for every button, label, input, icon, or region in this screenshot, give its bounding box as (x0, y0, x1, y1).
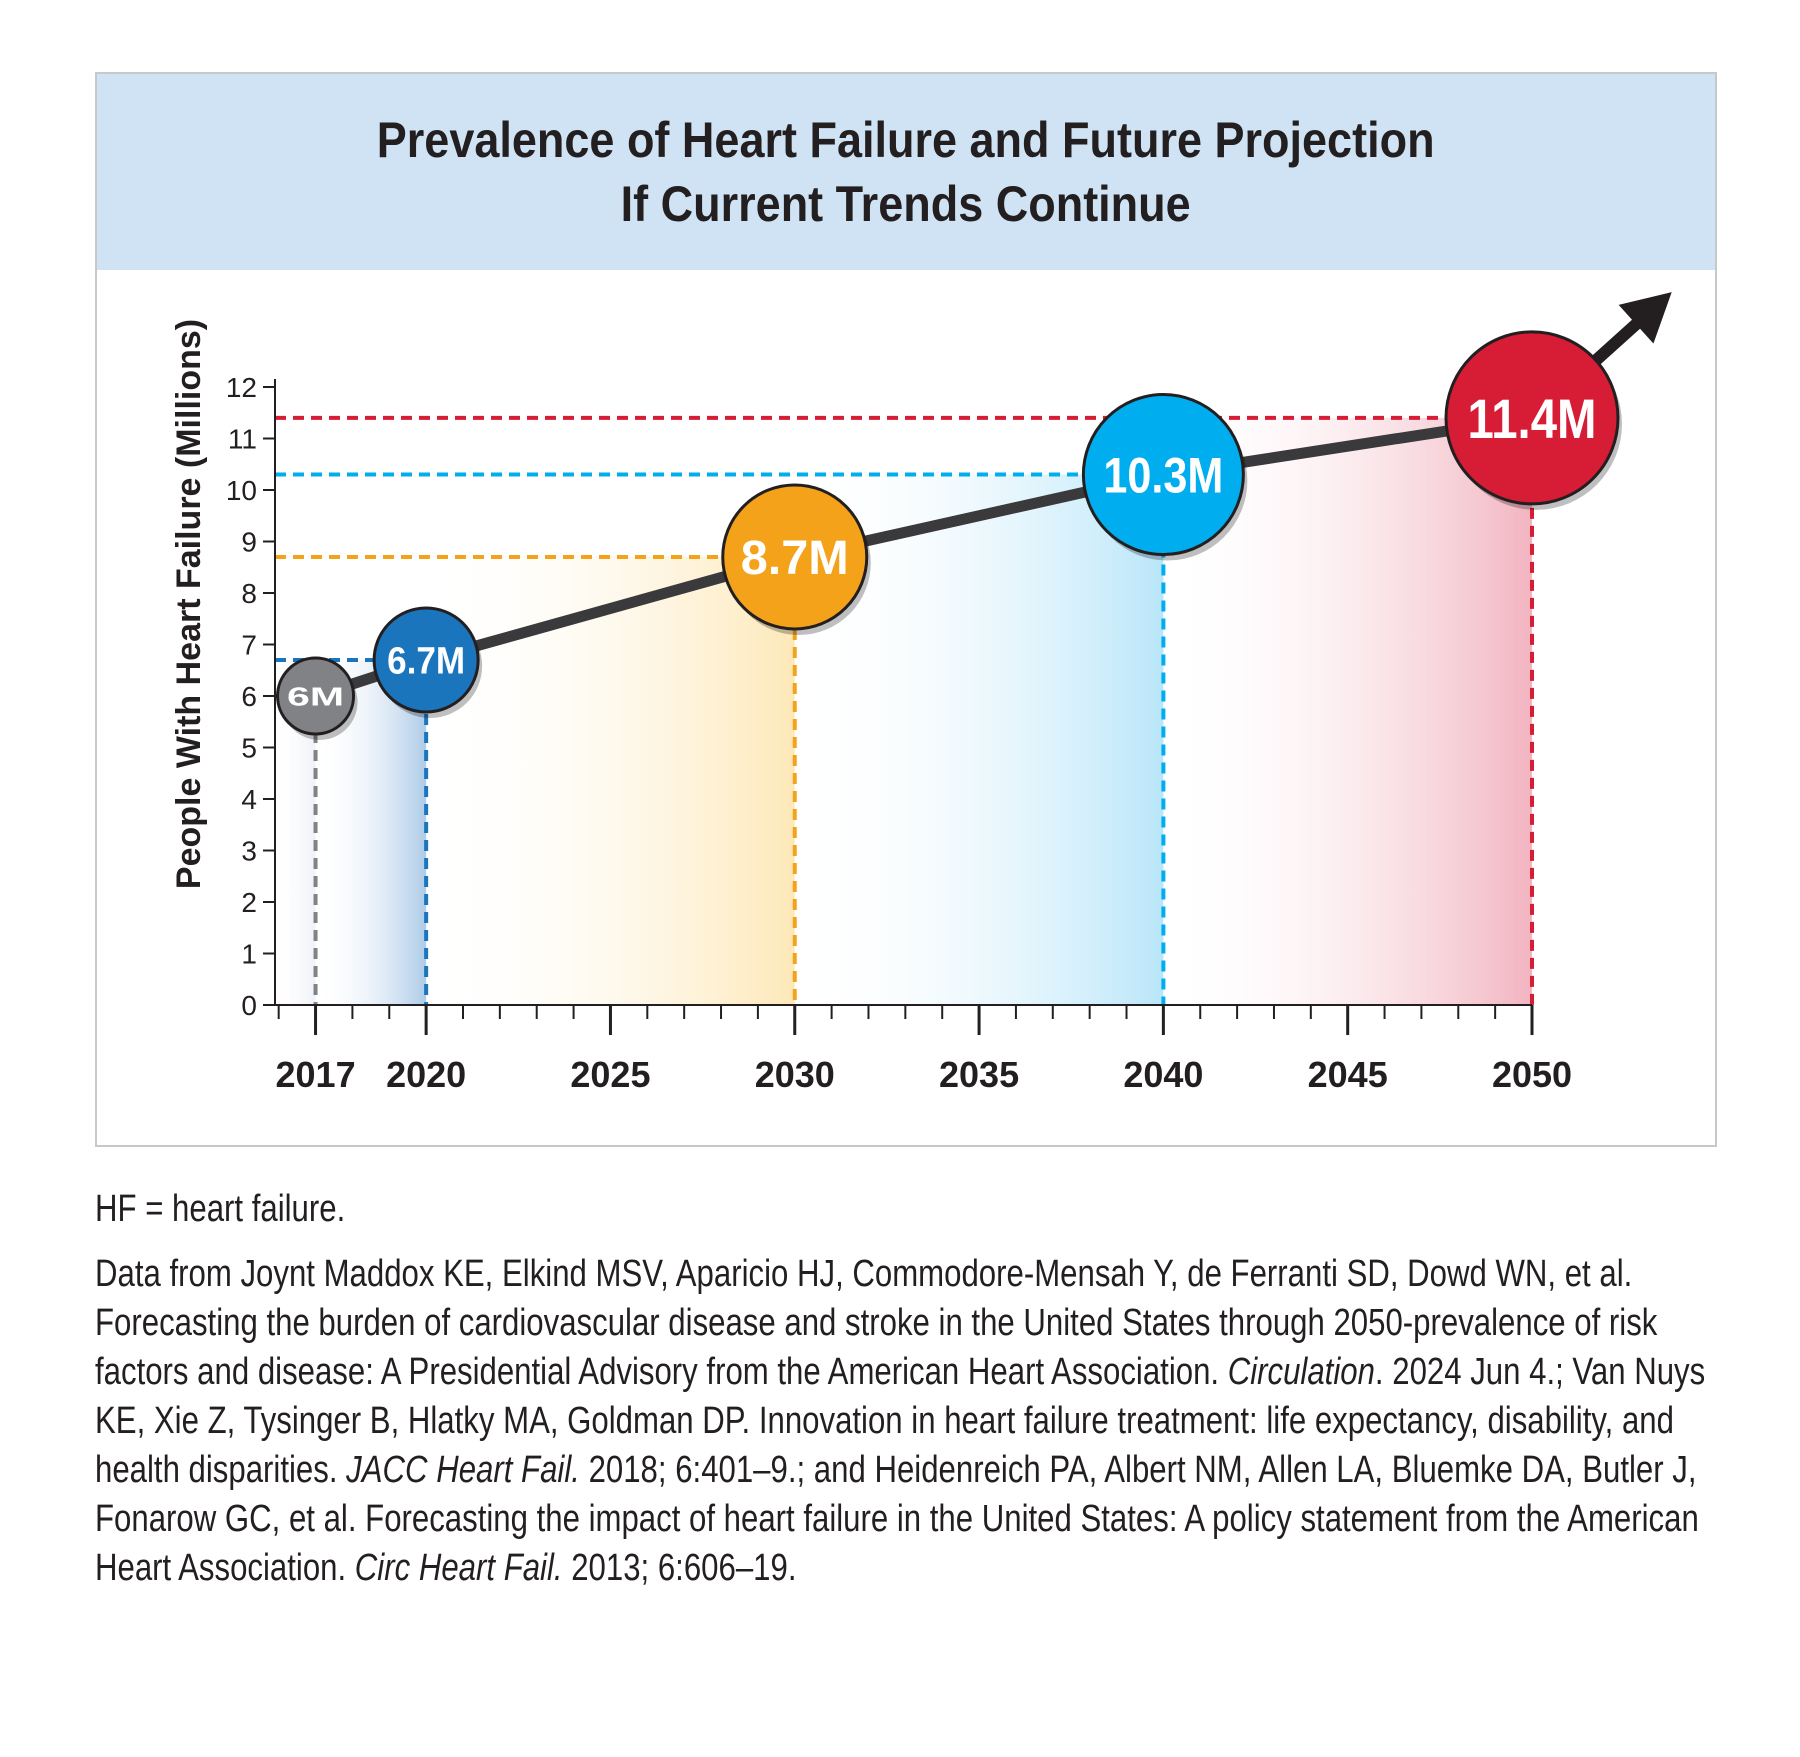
point-label-8-7M: 8.7M (741, 532, 849, 585)
title-banner: Prevalence of Heart Failure and Future P… (97, 74, 1715, 270)
y-tick-label: 0 (241, 990, 257, 1021)
y-tick-label: 11 (228, 424, 257, 455)
citation-part-4: 2018; 6:401–9.; and Heidenreich PA, Albe… (95, 1449, 1699, 1589)
x-tick-label: 2030 (755, 1054, 835, 1095)
point-label-6M: 6M (287, 681, 344, 711)
y-tick-label: 3 (241, 836, 257, 867)
citation-part-2: . 2024 Jun 4.; Van Nuys KE, Xie Z, Tysin… (95, 1351, 1706, 1491)
y-tick-label: 2 (241, 887, 257, 918)
trend-arrow-head (1618, 292, 1672, 344)
y-axis-label: People With Heart Failure (Millions) (170, 319, 208, 889)
point-label-10-3M: 10.3M (1103, 448, 1223, 504)
x-tick-label: 2020 (386, 1054, 466, 1095)
citation-part-3: JACC Heart Fail. (346, 1449, 580, 1491)
citation-part-1: Circulation (1227, 1351, 1375, 1393)
point-8-7M (721, 483, 869, 631)
shaded-bands (275, 417, 1532, 1005)
band-8-7M (426, 556, 795, 1005)
chart-title-line-2: If Current Trends Continue (620, 176, 1192, 232)
x-tick-label: 2045 (1308, 1054, 1388, 1095)
citation-part-0: Data from Joynt Maddox KE, Elkind MSV, A… (95, 1253, 1658, 1393)
y-tick-label: 1 (241, 939, 257, 970)
y-tick-label: 12 (226, 372, 257, 403)
x-tick-label: 2035 (939, 1054, 1019, 1095)
x-tick-label: 2017 (276, 1054, 356, 1095)
point-11-4M (1444, 330, 1620, 506)
point-6-7M (372, 606, 480, 714)
y-tick-label: 8 (241, 578, 257, 609)
point-label-6-7M: 6.7M (387, 641, 465, 683)
x-tick-label: 2025 (570, 1054, 650, 1095)
point-6M (276, 656, 356, 736)
citation-part-5: Circ Heart Fail. (354, 1547, 563, 1589)
y-tick-label: 9 (241, 527, 257, 558)
y-tick-label: 4 (241, 784, 257, 815)
point-10-3M (1081, 393, 1245, 557)
chart-title-line-1: Prevalence of Heart Failure and Future P… (377, 112, 1435, 168)
y-tick-label: 7 (241, 630, 257, 661)
citation-part-6: 2013; 6:606–19. (562, 1547, 797, 1589)
y-tick-label: 6 (241, 681, 257, 712)
point-label-11-4M: 11.4M (1468, 387, 1597, 450)
x-tick-label: 2050 (1492, 1054, 1572, 1095)
y-tick-label: 5 (241, 733, 257, 764)
x-tick-label: 2040 (1123, 1054, 1203, 1095)
figure-caption: HF = heart failure. Data from Joynt Madd… (95, 1185, 1735, 1593)
data-points: 6M 6.7M 8.7M 10.3M 11.4M (276, 330, 1622, 740)
band-6M (275, 696, 316, 1005)
y-tick-label: 10 (226, 475, 257, 506)
source-citation: Data from Joynt Maddox KE, Elkind MSV, A… (95, 1250, 1736, 1593)
abbreviation-note: HF = heart failure. (95, 1188, 346, 1230)
